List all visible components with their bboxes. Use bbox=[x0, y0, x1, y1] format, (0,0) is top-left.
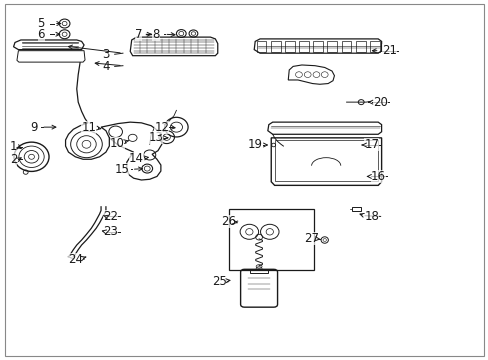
Text: 11: 11 bbox=[81, 121, 96, 134]
Text: 20: 20 bbox=[372, 96, 387, 109]
Bar bbox=[355, 41, 365, 52]
Text: 21: 21 bbox=[381, 44, 396, 57]
Bar bbox=[299, 41, 308, 52]
Bar bbox=[313, 41, 323, 52]
Bar bbox=[250, 269, 267, 273]
Text: 24: 24 bbox=[68, 253, 82, 266]
Bar bbox=[327, 41, 337, 52]
Text: 17: 17 bbox=[364, 139, 379, 152]
Text: 5: 5 bbox=[38, 17, 45, 30]
Text: 22: 22 bbox=[103, 210, 118, 223]
Text: 14: 14 bbox=[129, 152, 144, 165]
Bar bbox=[270, 41, 280, 52]
Text: 25: 25 bbox=[211, 275, 226, 288]
Text: 9: 9 bbox=[31, 121, 38, 134]
Text: 7: 7 bbox=[135, 28, 142, 41]
Text: 23: 23 bbox=[103, 225, 118, 238]
Text: 4: 4 bbox=[102, 60, 109, 73]
Text: 8: 8 bbox=[152, 28, 160, 41]
Text: 13: 13 bbox=[148, 131, 163, 144]
Text: 2: 2 bbox=[10, 153, 17, 166]
Text: 27: 27 bbox=[304, 233, 319, 246]
Bar bbox=[256, 41, 266, 52]
Text: 10: 10 bbox=[109, 137, 124, 150]
Text: 16: 16 bbox=[370, 170, 385, 183]
Text: 19: 19 bbox=[247, 139, 262, 152]
Text: 12: 12 bbox=[154, 121, 169, 134]
Text: 6: 6 bbox=[38, 28, 45, 41]
Text: 1: 1 bbox=[10, 140, 17, 153]
Bar bbox=[228, 209, 313, 270]
Text: 26: 26 bbox=[221, 215, 236, 228]
Text: 15: 15 bbox=[114, 163, 129, 176]
Text: 3: 3 bbox=[102, 48, 109, 61]
Bar bbox=[341, 41, 351, 52]
Bar bbox=[352, 207, 361, 211]
Text: 18: 18 bbox=[364, 210, 379, 223]
Bar bbox=[369, 41, 379, 52]
Bar bbox=[285, 41, 294, 52]
